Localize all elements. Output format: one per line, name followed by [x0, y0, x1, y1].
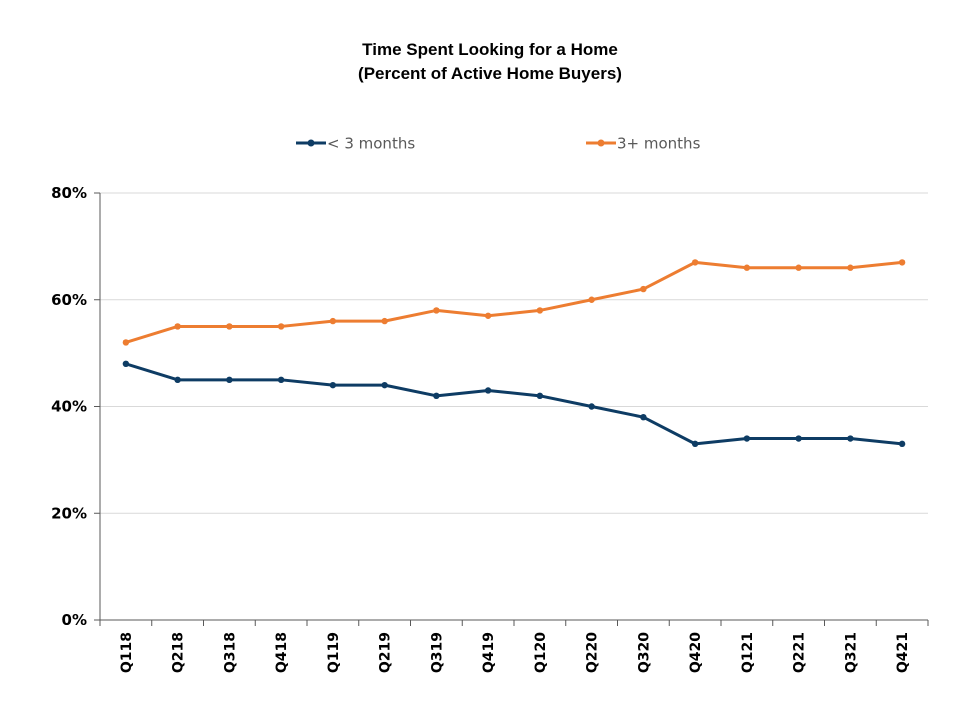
x-tick-label-q421: Q421: [895, 632, 911, 673]
legend-marker-less-than-3-months: [307, 139, 315, 147]
data-point-less-than-3-months-q219: [381, 381, 388, 389]
data-point-less-than-3-months-q318: [226, 376, 233, 384]
data-point-3-plus-months-q320: [640, 285, 647, 293]
data-point-3-plus-months-q118: [122, 339, 130, 346]
data-point-less-than-3-months-q119: [329, 381, 337, 389]
y-tick-label-60: 60%: [51, 291, 87, 309]
data-point-less-than-3-months-q121: [743, 435, 751, 442]
x-tick-label-q418: Q418: [274, 632, 290, 673]
legend-label-3-plus-months: 3+ months: [617, 135, 701, 153]
gridlines: [100, 192, 928, 514]
x-tick-label-q218: Q218: [171, 632, 187, 673]
series-line-3-plus-months: [124, 260, 904, 344]
data-point-3-plus-months-q218: [174, 323, 181, 330]
data-point-3-plus-months-q318: [226, 323, 233, 330]
y-tick-label-20: 20%: [51, 504, 87, 522]
legend-marker-3-plus-months: [597, 139, 605, 147]
y-axis-ticks: 0% 20% 40% 60% 80%: [51, 184, 100, 629]
y-tick-label-0: 0%: [62, 611, 87, 629]
legend-label-less-than-3-months: < 3 months: [327, 135, 415, 153]
y-tick-label-80: 80%: [51, 184, 87, 202]
data-point-less-than-3-months-q319: [433, 392, 440, 400]
x-tick-label-q318: Q318: [222, 632, 238, 673]
x-tick-label-q119: Q119: [326, 632, 342, 673]
x-tick-label-q121: Q121: [740, 632, 756, 673]
x-tick-label-q219: Q219: [378, 632, 394, 673]
data-point-3-plus-months-q219: [381, 317, 388, 325]
x-tick-label-q120: Q120: [533, 632, 549, 673]
chart-subtitle: (Percent of Active Home Buyers): [358, 64, 622, 83]
data-point-3-plus-months-q421: [898, 259, 906, 266]
x-tick-label-q321: Q321: [843, 632, 859, 673]
y-tick-label-40: 40%: [51, 398, 87, 416]
data-point-less-than-3-months-q221: [795, 435, 802, 442]
data-point-less-than-3-months-q118: [122, 360, 130, 367]
series-line-less-than-3-months: [124, 362, 904, 446]
data-point-less-than-3-months-q321: [847, 435, 854, 442]
data-point-3-plus-months-q221: [795, 264, 802, 271]
x-tick-label-q221: Q221: [792, 632, 808, 673]
data-point-3-plus-months-q420: [691, 259, 699, 266]
x-tick-label-q420: Q420: [688, 632, 704, 673]
data-point-3-plus-months-q418: [277, 323, 285, 330]
x-tick-label-q118: Q118: [119, 632, 135, 673]
data-point-3-plus-months-q419: [484, 312, 492, 319]
x-tick-label-q419: Q419: [481, 632, 497, 673]
legend-item-less-than-3-months: < 3 months: [296, 135, 415, 153]
data-point-less-than-3-months-q120: [536, 392, 544, 400]
data-point-3-plus-months-q220: [588, 296, 595, 303]
x-tick-label-q320: Q320: [636, 632, 652, 673]
data-point-less-than-3-months-q420: [691, 440, 699, 448]
legend: < 3 months 3+ months: [296, 135, 701, 153]
data-point-3-plus-months-q321: [847, 264, 854, 271]
data-point-less-than-3-months-q320: [640, 413, 647, 421]
legend-item-3-plus-months: 3+ months: [586, 135, 701, 153]
series-group: [122, 259, 906, 448]
data-point-less-than-3-months-q421: [898, 440, 906, 448]
data-point-3-plus-months-q119: [329, 317, 337, 325]
data-point-3-plus-months-q319: [433, 307, 440, 314]
x-axis-ticks: Q118 Q218 Q318 Q418 Q119 Q219 Q319 Q419 Q120 Q220…: [99, 620, 929, 673]
x-tick-label-q319: Q319: [429, 632, 445, 673]
data-point-less-than-3-months-q220: [588, 403, 595, 410]
data-point-less-than-3-months-q218: [174, 376, 181, 384]
data-point-3-plus-months-q120: [536, 307, 544, 314]
data-point-3-plus-months-q121: [743, 264, 751, 271]
chart-title: Time Spent Looking for a Home: [362, 40, 618, 59]
data-point-less-than-3-months-q418: [277, 376, 285, 384]
x-tick-label-q220: Q220: [585, 632, 601, 673]
data-point-less-than-3-months-q419: [484, 387, 492, 394]
